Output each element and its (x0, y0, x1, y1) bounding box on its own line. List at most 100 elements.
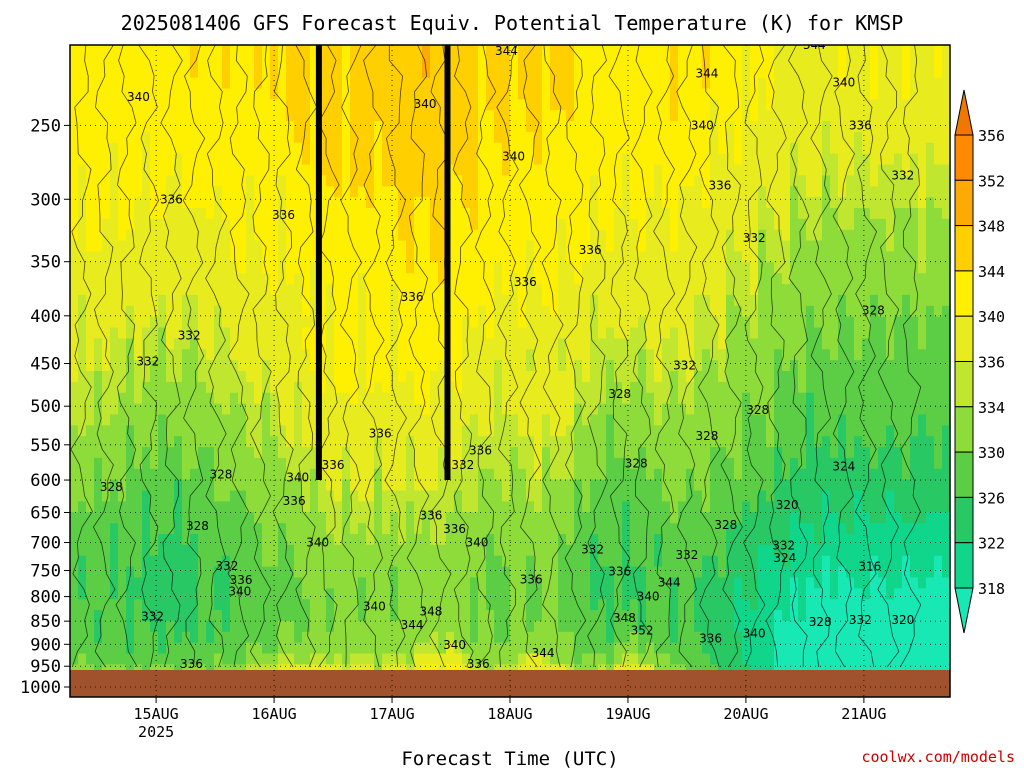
field-cell (630, 121, 639, 133)
field-cell (230, 392, 239, 405)
field-cell (406, 414, 415, 426)
field-cell (238, 186, 247, 198)
field-cell (302, 338, 311, 350)
field-cell (598, 425, 607, 437)
field-cell (134, 273, 143, 285)
field-cell (686, 66, 695, 79)
field-cell (550, 425, 559, 437)
field-cell (598, 197, 607, 209)
field-cell (318, 544, 327, 557)
field-cell (438, 284, 447, 296)
field-cell (302, 479, 311, 492)
field-cell (166, 164, 175, 176)
field-cell (286, 425, 295, 437)
field-cell (342, 208, 351, 220)
field-cell (558, 45, 567, 57)
field-cell (310, 381, 319, 394)
field-cell (286, 262, 295, 274)
field-cell (526, 338, 535, 350)
field-cell (214, 414, 223, 426)
field-cell (454, 88, 463, 100)
field-cell (70, 338, 79, 350)
field-cell (686, 534, 695, 546)
field-cell (350, 599, 359, 611)
field-cell (702, 360, 711, 372)
field-cell (126, 501, 135, 513)
field-cell (630, 131, 639, 144)
field-cell (526, 631, 535, 644)
field-cell (262, 457, 271, 470)
field-cell (358, 240, 367, 253)
field-cell (678, 523, 687, 535)
field-cell (470, 436, 479, 448)
field-cell (510, 599, 519, 611)
field-cell (478, 544, 487, 557)
field-cell (86, 392, 95, 405)
field-cell (470, 218, 479, 231)
field-cell (678, 490, 687, 502)
field-cell (278, 131, 287, 144)
field-cell (438, 381, 447, 394)
field-cell (246, 229, 255, 242)
field-cell (550, 631, 559, 644)
field-cell (430, 653, 439, 665)
field-cell (614, 523, 623, 535)
field-cell (598, 599, 607, 611)
field-cell (502, 197, 511, 209)
field-cell (502, 392, 511, 405)
field-cell (350, 197, 359, 209)
field-cell (222, 316, 231, 329)
field-cell (558, 523, 567, 535)
field-cell (166, 468, 175, 481)
field-cell (326, 371, 335, 383)
field-cell (398, 218, 407, 231)
field-cell (726, 534, 735, 546)
field-cell (718, 349, 727, 361)
field-cell (382, 392, 391, 405)
field-cell (414, 229, 423, 242)
field-cell (678, 327, 687, 339)
field-cell (174, 620, 183, 633)
field-cell (422, 555, 431, 568)
field-cell (670, 642, 679, 655)
field-cell (262, 66, 271, 79)
field-cell (102, 425, 111, 437)
field-cell (454, 555, 463, 568)
field-cell (262, 414, 271, 426)
field-cell (174, 631, 183, 644)
field-cell (294, 392, 303, 405)
field-cell (582, 501, 591, 513)
field-cell (534, 599, 543, 611)
field-cell (710, 45, 719, 57)
field-cell (422, 381, 431, 394)
field-cell (198, 208, 207, 220)
field-cell (590, 273, 599, 285)
field-cell (630, 468, 639, 481)
field-cell (310, 544, 319, 557)
field-cell (398, 468, 407, 481)
field-cell (158, 197, 167, 209)
field-cell (470, 555, 479, 568)
field-cell (614, 273, 623, 285)
field-cell (414, 208, 423, 220)
field-cell (446, 534, 455, 546)
field-cell (230, 360, 239, 372)
field-cell (574, 588, 583, 600)
field-cell (614, 208, 623, 220)
field-cell (182, 403, 191, 416)
field-cell (230, 66, 239, 79)
field-cell (70, 110, 79, 122)
field-cell (622, 479, 631, 492)
field-cell (358, 425, 367, 437)
field-cell (110, 631, 119, 644)
field-cell (86, 425, 95, 437)
field-cell (206, 273, 215, 285)
field-cell (198, 251, 207, 263)
field-cell (222, 512, 231, 524)
field-cell (118, 577, 127, 589)
field-cell (286, 501, 295, 513)
field-cell (102, 534, 111, 546)
field-cell (262, 577, 271, 589)
field-cell (718, 653, 727, 665)
field-cell (214, 186, 223, 198)
